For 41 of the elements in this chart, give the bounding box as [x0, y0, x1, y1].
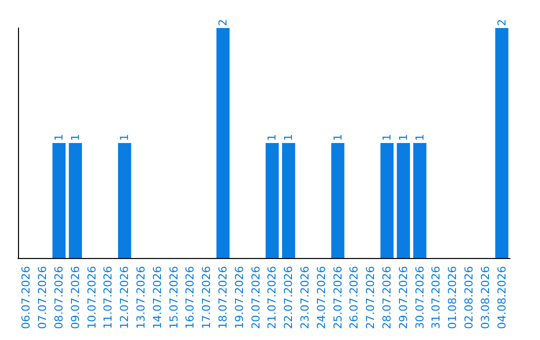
x-tick-label: 10.07.2026 — [85, 266, 98, 330]
data-label: 2 — [216, 19, 230, 26]
x-tick-label: 30.07.2026 — [413, 266, 426, 330]
x-tick-label: 04.08.2026 — [495, 266, 508, 330]
x-tick-label: 13.07.2026 — [134, 266, 148, 330]
x-tick-label: 12.07.2026 — [118, 266, 132, 330]
x-tick-label: 15.07.2026 — [167, 266, 180, 330]
x-tick-label: 24.07.2026 — [314, 266, 328, 330]
x-tick-label: 20.07.2026 — [249, 266, 262, 330]
data-label: 1 — [52, 134, 66, 142]
x-tick-label: 28.07.2026 — [380, 266, 394, 330]
data-label: 1 — [331, 134, 344, 142]
x-tick-label: 11.07.2026 — [102, 266, 115, 330]
x-tick-label: 18.07.2026 — [216, 266, 230, 330]
x-tick-label: 23.07.2026 — [298, 266, 312, 330]
x-tick-label: 02.08.2026 — [462, 266, 476, 330]
data-label: 2 — [495, 19, 508, 26]
x-tick-label: 19.07.2026 — [232, 266, 246, 330]
data-label: 1 — [266, 134, 279, 142]
x-tick-label: 14.07.2026 — [150, 266, 164, 330]
x-tick-label: 07.07.2026 — [36, 266, 50, 330]
data-label: 1 — [413, 134, 426, 142]
x-tick-label: 26.07.2026 — [348, 266, 361, 330]
data-label: 1 — [396, 134, 410, 142]
x-tick-label: 16.07.2026 — [184, 266, 197, 330]
x-tick-label: 27.07.2026 — [364, 266, 378, 330]
x-tick-label: 31.07.2026 — [430, 266, 443, 330]
data-label: 1 — [282, 134, 296, 142]
x-tick-label: 25.07.2026 — [331, 266, 344, 330]
x-tick-label: 01.08.2026 — [446, 266, 460, 330]
x-tick-label: 03.08.2026 — [478, 266, 492, 330]
x-tick-label: 17.07.2026 — [200, 266, 214, 330]
x-tick-label: 06.07.2026 — [20, 266, 33, 330]
x-tick-label: 21.07.2026 — [266, 266, 279, 330]
data-label: 1 — [118, 134, 132, 142]
x-tick-label: 29.07.2026 — [396, 266, 410, 330]
data-label: 1 — [68, 134, 82, 142]
data-label: 1 — [380, 134, 394, 142]
x-tick-label: 22.07.2026 — [282, 266, 296, 330]
x-tick-label: 09.07.2026 — [68, 266, 82, 330]
x-tick-label: 08.07.2026 — [52, 266, 66, 330]
